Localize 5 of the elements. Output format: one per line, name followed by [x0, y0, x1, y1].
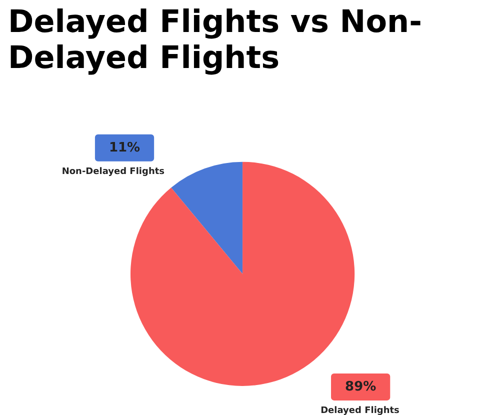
chart-title: Delayed Flights vs Non-Delayed Flights [8, 4, 423, 76]
data-label: 89% [345, 379, 376, 394]
data-label: 11% [108, 140, 140, 156]
slice-label: Delayed Flights [320, 406, 400, 415]
slice-label: Non-Delayed Flights [62, 166, 165, 177]
